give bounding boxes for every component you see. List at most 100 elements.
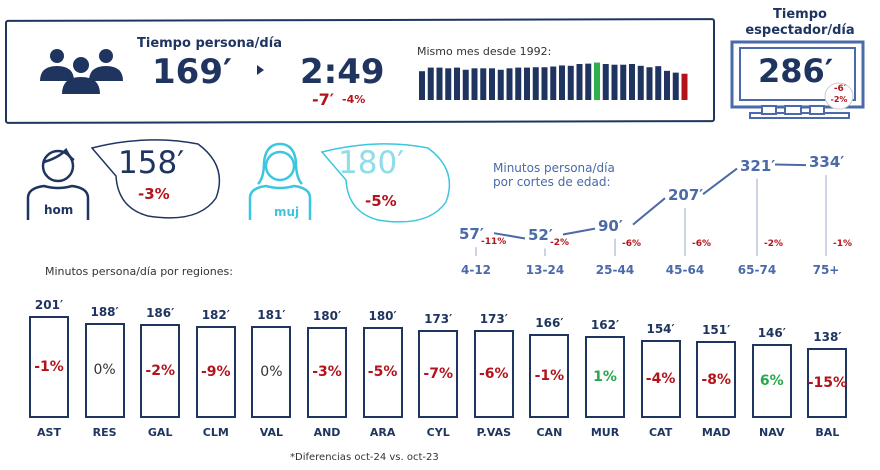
people-group-icon <box>40 49 123 94</box>
age-diff: -6% <box>692 239 712 249</box>
history-bar <box>419 71 425 100</box>
region-value: 180′ <box>368 308 397 323</box>
spectator-diff-pct: -2% <box>830 95 848 104</box>
history-bar <box>445 68 452 100</box>
region-value: 151′ <box>702 323 731 338</box>
history-bar <box>655 66 662 100</box>
region-label: BAL <box>815 426 840 439</box>
history-bar <box>524 67 530 100</box>
region-diff: -7% <box>423 366 453 383</box>
region-label: MAD <box>701 426 731 439</box>
region-diff: -1% <box>34 359 64 376</box>
women-diff: -5% <box>365 192 397 210</box>
age-line-chart <box>475 163 827 256</box>
region-label: CAN <box>536 426 563 439</box>
region-bar: 0% <box>251 326 292 418</box>
region-diff: -1% <box>534 367 565 384</box>
history-bar <box>637 65 644 100</box>
region-diff: 0% <box>93 362 116 379</box>
history-bar <box>471 68 478 100</box>
region-diff: -5% <box>367 364 398 381</box>
summary-diff-pct: -4% <box>342 93 366 106</box>
ages-title-line2: por cortes de edad: <box>493 175 611 189</box>
woman-icon <box>248 142 312 220</box>
age-label: 45-64 <box>665 263 705 277</box>
history-bar <box>594 62 600 100</box>
region-bar: -8% <box>696 341 737 418</box>
region-value: 186′ <box>146 305 175 320</box>
region-label: AND <box>313 426 341 439</box>
history-bar <box>436 67 443 100</box>
region-label: RES <box>92 426 117 439</box>
region-value: 181′ <box>257 308 286 323</box>
age-diff: -2% <box>764 239 784 249</box>
men-diff: -3% <box>138 185 170 203</box>
men-speech-bubble <box>90 139 221 219</box>
region-bar: -15% <box>807 348 848 418</box>
age-value: 207′ <box>668 186 704 205</box>
spectator-value: 286′ <box>758 52 834 90</box>
region-value: 182′ <box>201 307 230 322</box>
age-value: 57′ <box>459 225 484 244</box>
summary-title: Tiempo persona/día <box>137 36 282 51</box>
summary-hours: 2:49 <box>300 52 385 92</box>
region-diff: -9% <box>201 363 231 380</box>
region-bar: -5% <box>362 326 403 418</box>
age-label: 13-24 <box>525 263 565 277</box>
history-bar <box>567 65 574 100</box>
women-speech-bubble <box>320 143 451 223</box>
history-bars <box>419 62 688 100</box>
region-value: 201′ <box>34 298 64 313</box>
age-label: 25-44 <box>595 263 635 277</box>
region-bar: -6% <box>473 330 514 418</box>
age-connector <box>632 197 666 226</box>
region-bar: -2% <box>140 323 181 418</box>
region-bar: 0% <box>84 322 125 418</box>
age-diff: -1% <box>833 239 853 249</box>
region-label: GAL <box>147 426 173 439</box>
history-bar <box>672 72 679 100</box>
region-value: 138′ <box>813 330 842 345</box>
region-value: 162′ <box>590 317 620 332</box>
history-bar <box>454 67 460 100</box>
history-bar <box>576 64 583 100</box>
history-bar <box>480 68 487 100</box>
age-diff: -2% <box>550 238 570 249</box>
region-bar: -7% <box>418 330 459 418</box>
history-bar <box>497 69 504 100</box>
women-value: 180′ <box>338 145 405 181</box>
women-label: muj <box>274 205 300 219</box>
region-bar: -1% <box>29 316 69 418</box>
region-diff: -3% <box>312 364 342 381</box>
history-bar <box>620 64 627 100</box>
region-value: 146′ <box>757 325 786 340</box>
history-bar <box>559 65 565 100</box>
ages-title-line1: Minutos persona/día <box>493 161 615 175</box>
region-diff: -15% <box>807 375 848 392</box>
history-bar <box>585 63 592 100</box>
region-diff: 1% <box>593 368 617 385</box>
region-label: CAT <box>648 426 673 439</box>
spectator-title-line1: Tiempo <box>773 7 827 22</box>
region-label: MUR <box>590 426 620 439</box>
region-value: 173′ <box>424 312 453 327</box>
region-bar: 6% <box>751 343 792 418</box>
region-label: VAL <box>259 426 284 439</box>
men-label: hom <box>44 203 74 217</box>
regions-title: Minutos persona/día por regiones: <box>45 265 233 278</box>
region-label: P.VAS <box>476 426 512 439</box>
tv-icon <box>730 40 865 119</box>
region-value: 154′ <box>646 321 675 336</box>
summary-diff-minutes: -7′ <box>312 90 334 109</box>
history-bar <box>664 70 670 100</box>
age-value: 52′ <box>528 226 553 245</box>
region-diff: -2% <box>145 362 175 379</box>
spectator-title-line2: espectador/día <box>745 23 855 38</box>
history-bar <box>611 64 618 100</box>
age-label: 75+ <box>812 263 840 277</box>
spectator-title: Tiempo espectador/día <box>735 7 865 39</box>
region-bar: -9% <box>195 325 236 418</box>
history-bar <box>506 68 513 100</box>
region-value: 166′ <box>535 315 564 330</box>
summary-minutes: 169′ <box>152 52 232 92</box>
